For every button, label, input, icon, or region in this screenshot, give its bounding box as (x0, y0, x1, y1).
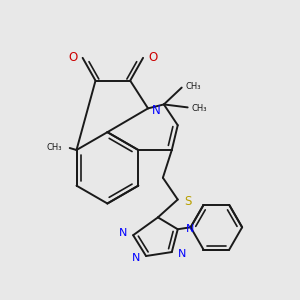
Text: N: N (152, 104, 160, 117)
Text: CH₃: CH₃ (192, 104, 207, 113)
Text: CH₃: CH₃ (46, 142, 62, 152)
Text: CH₃: CH₃ (186, 82, 201, 91)
Text: S: S (185, 195, 192, 208)
Text: N: N (132, 253, 140, 263)
Text: O: O (68, 51, 78, 64)
Text: N: N (186, 224, 194, 234)
Text: N: N (119, 228, 127, 238)
Text: N: N (178, 249, 186, 259)
Text: O: O (148, 51, 157, 64)
